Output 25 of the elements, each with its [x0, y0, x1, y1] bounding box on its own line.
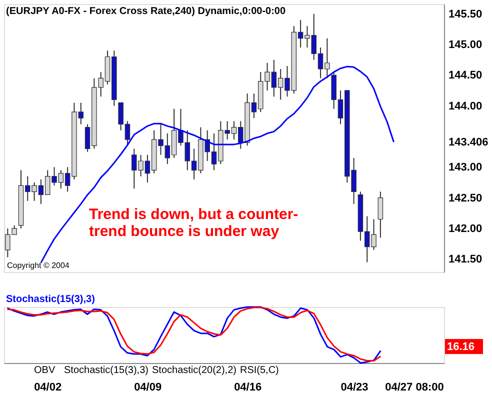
x-tick-label: 04/23	[340, 382, 368, 394]
y-tick-label: 142.50	[448, 192, 482, 204]
x-tick-label: 04/16	[234, 382, 262, 394]
chart-title: (EURJPY A0-FX - Forex Cross Rate,240) Dynamic,0:00-0:00	[6, 6, 286, 17]
y-tick-label: 143.00	[448, 162, 482, 174]
line-series	[40, 66, 394, 264]
text: Stochastic(20(2),2)	[152, 365, 236, 376]
y-tick-label: 141.50	[448, 254, 482, 266]
y-tick-label: 145.50	[448, 8, 482, 20]
y-tick-label: 144.50	[448, 70, 482, 82]
chart-title: Stochastic(15(3),3)	[6, 294, 95, 305]
annotation: Copyright © 2004	[7, 261, 70, 270]
y-tick-label: 143.406	[448, 136, 488, 149]
y-tick-label: 142.00	[448, 222, 482, 235]
candlestick	[378, 191, 384, 238]
text: OBV	[34, 365, 56, 376]
x-tick-label: 04/27 08:00	[385, 382, 444, 394]
text: 16.16	[447, 341, 475, 353]
text: RSI(5,C)	[240, 365, 279, 376]
text: Stochastic(15(3),3)	[64, 365, 148, 376]
annotation: Trend is down, but a counter- trend bounce is under way	[89, 206, 298, 240]
y-tick-label: 144.00	[448, 100, 482, 112]
x-tick-label: 04/09	[134, 382, 162, 394]
y-tick-label: 145.00	[448, 38, 482, 51]
x-tick-label: 04/02	[34, 382, 62, 394]
